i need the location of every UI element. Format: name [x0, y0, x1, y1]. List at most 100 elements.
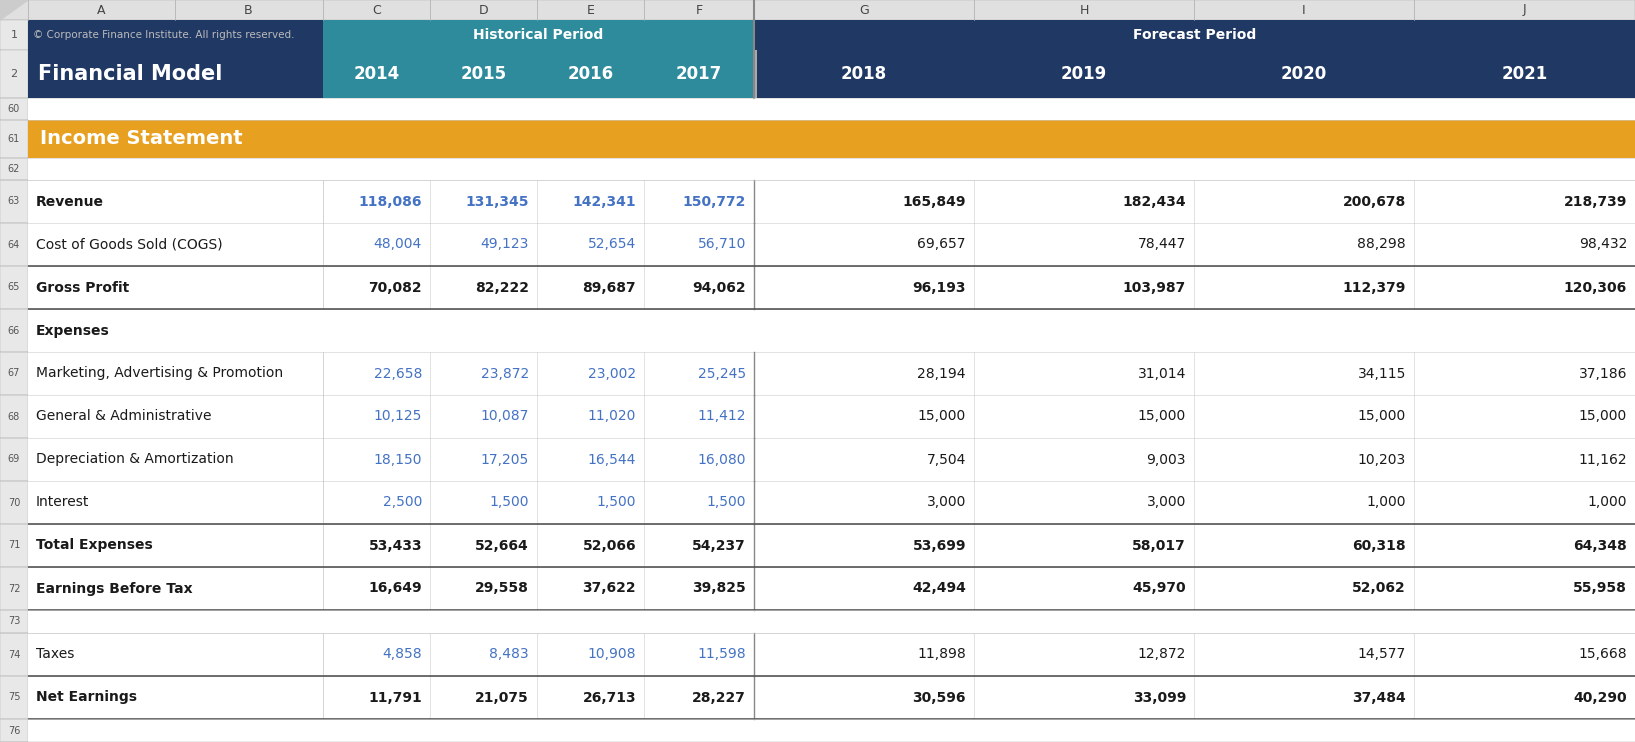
- Text: 60,318: 60,318: [1352, 539, 1406, 553]
- Bar: [28, 633, 1635, 676]
- Text: 67: 67: [8, 369, 20, 378]
- Text: 69,657: 69,657: [917, 237, 966, 252]
- Text: 4,858: 4,858: [383, 648, 422, 662]
- Text: 49,123: 49,123: [481, 237, 530, 252]
- Bar: [0, 633, 28, 676]
- Bar: [0, 20, 28, 50]
- Bar: [0, 438, 28, 481]
- Text: 52,664: 52,664: [476, 539, 530, 553]
- Text: 66: 66: [8, 326, 20, 335]
- Text: 200,678: 200,678: [1342, 194, 1406, 209]
- Text: 60: 60: [8, 104, 20, 114]
- Text: 34,115: 34,115: [1357, 367, 1406, 381]
- Text: 10,125: 10,125: [374, 410, 422, 424]
- Text: 9,003: 9,003: [1146, 453, 1185, 467]
- Bar: [0, 481, 28, 524]
- Text: 2017: 2017: [675, 65, 723, 83]
- Text: 53,433: 53,433: [368, 539, 422, 553]
- Text: 1,500: 1,500: [706, 496, 746, 510]
- Text: 72: 72: [8, 583, 20, 594]
- Text: 11,598: 11,598: [698, 648, 746, 662]
- Bar: [28, 676, 1635, 719]
- Text: Depreciation & Amortization: Depreciation & Amortization: [36, 453, 234, 467]
- Text: 1: 1: [10, 30, 18, 40]
- Text: Total Expenses: Total Expenses: [36, 539, 152, 553]
- Text: 69: 69: [8, 455, 20, 464]
- Text: 23,002: 23,002: [589, 367, 636, 381]
- Bar: [0, 158, 28, 180]
- Bar: [0, 309, 28, 352]
- Text: 120,306: 120,306: [1563, 280, 1627, 295]
- Text: 11,020: 11,020: [587, 410, 636, 424]
- Bar: [28, 438, 1635, 481]
- Text: Interest: Interest: [36, 496, 90, 510]
- Text: 10,203: 10,203: [1357, 453, 1406, 467]
- Text: J: J: [1522, 4, 1527, 16]
- Bar: [1414, 50, 1635, 98]
- Text: 64,348: 64,348: [1573, 539, 1627, 553]
- Text: 8,483: 8,483: [489, 648, 530, 662]
- Text: 218,739: 218,739: [1563, 194, 1627, 209]
- Text: 16,080: 16,080: [698, 453, 746, 467]
- Bar: [28, 158, 1635, 180]
- Text: 88,298: 88,298: [1357, 237, 1406, 252]
- Text: Financial Model: Financial Model: [38, 64, 222, 84]
- Bar: [28, 610, 1635, 633]
- Text: 182,434: 182,434: [1122, 194, 1185, 209]
- Bar: [28, 567, 1635, 610]
- Text: Cost of Goods Sold (COGS): Cost of Goods Sold (COGS): [36, 237, 222, 252]
- Bar: [324, 20, 754, 50]
- Text: 11,412: 11,412: [698, 410, 746, 424]
- Text: 18,150: 18,150: [373, 453, 422, 467]
- Bar: [28, 120, 1635, 158]
- Bar: [644, 50, 754, 98]
- Text: 3,000: 3,000: [1146, 496, 1185, 510]
- Text: 52,654: 52,654: [587, 237, 636, 252]
- Bar: [28, 481, 1635, 524]
- Bar: [0, 0, 1635, 20]
- Text: 11,791: 11,791: [368, 691, 422, 704]
- Text: Income Statement: Income Statement: [39, 130, 242, 148]
- Text: 1,000: 1,000: [1588, 496, 1627, 510]
- Text: Historical Period: Historical Period: [474, 28, 603, 42]
- Text: 58,017: 58,017: [1133, 539, 1185, 553]
- Text: 2018: 2018: [840, 65, 888, 83]
- Text: Revenue: Revenue: [36, 194, 105, 209]
- Text: Expenses: Expenses: [36, 324, 110, 338]
- Text: 70: 70: [8, 497, 20, 508]
- Text: 62: 62: [8, 164, 20, 174]
- Text: 30,596: 30,596: [912, 691, 966, 704]
- Text: I: I: [1301, 4, 1306, 16]
- Text: 64: 64: [8, 240, 20, 249]
- Text: Gross Profit: Gross Profit: [36, 280, 129, 295]
- Text: 55,958: 55,958: [1573, 582, 1627, 596]
- Bar: [0, 352, 28, 395]
- Text: 33,099: 33,099: [1133, 691, 1185, 704]
- Bar: [430, 50, 536, 98]
- Bar: [754, 20, 1635, 50]
- Text: 10,087: 10,087: [481, 410, 530, 424]
- Text: 70,082: 70,082: [368, 280, 422, 295]
- Bar: [0, 98, 28, 120]
- Text: A: A: [96, 4, 106, 16]
- Bar: [28, 180, 1635, 223]
- Text: 48,004: 48,004: [374, 237, 422, 252]
- Text: E: E: [587, 4, 595, 16]
- Text: 2014: 2014: [353, 65, 399, 83]
- Text: 37,622: 37,622: [582, 582, 636, 596]
- Text: 65: 65: [8, 283, 20, 292]
- Text: 63: 63: [8, 197, 20, 206]
- Text: 2021: 2021: [1501, 65, 1548, 83]
- Text: 1,500: 1,500: [597, 496, 636, 510]
- Text: H: H: [1079, 4, 1089, 16]
- Text: 52,062: 52,062: [1352, 582, 1406, 596]
- Text: 54,237: 54,237: [692, 539, 746, 553]
- Bar: [0, 223, 28, 266]
- Text: 96,193: 96,193: [912, 280, 966, 295]
- Polygon shape: [0, 0, 28, 20]
- Text: General & Administrative: General & Administrative: [36, 410, 211, 424]
- Text: F: F: [695, 4, 703, 16]
- Text: 15,668: 15,668: [1578, 648, 1627, 662]
- Text: 28,227: 28,227: [692, 691, 746, 704]
- Text: 3,000: 3,000: [927, 496, 966, 510]
